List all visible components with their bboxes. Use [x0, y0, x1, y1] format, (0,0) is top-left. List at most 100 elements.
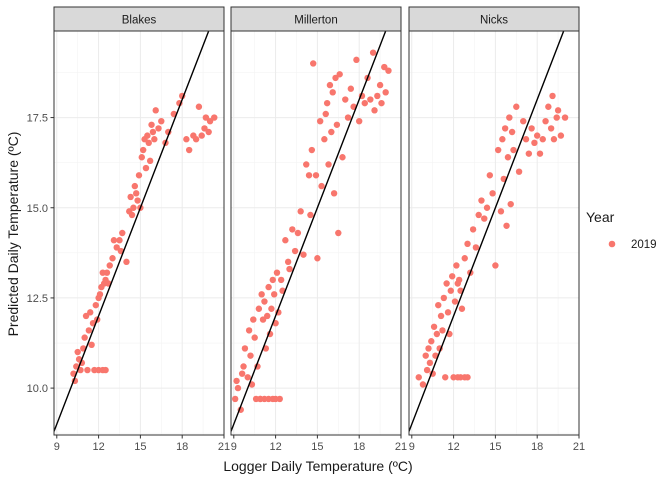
data-point: [250, 316, 257, 323]
data-point: [342, 96, 349, 103]
data-point: [201, 125, 208, 132]
data-point: [286, 265, 293, 273]
data-point: [385, 67, 392, 74]
data-point: [145, 139, 152, 147]
facet-label-millerton: Millerton: [294, 15, 337, 27]
data-point: [430, 323, 438, 330]
facet-blakes: Blakes: [53, 6, 225, 436]
data-point: [148, 121, 155, 128]
x-tick-label: 18: [176, 441, 188, 453]
points-nicks: [415, 92, 569, 388]
reference-line: [231, 31, 387, 432]
x-tick-label: 21: [573, 441, 585, 453]
data-point: [195, 103, 203, 110]
data-point: [382, 89, 389, 96]
facet-nicks: Nicks: [408, 6, 580, 436]
data-point: [442, 374, 449, 381]
data-point: [339, 154, 346, 161]
data-point: [247, 352, 254, 359]
x-tick-label: 12: [92, 441, 104, 453]
data-point: [451, 298, 459, 305]
data-point: [513, 103, 520, 110]
data-point: [314, 255, 321, 262]
x-axis-nicks: 9 12 15 18 21: [409, 435, 585, 453]
data-point: [297, 208, 304, 215]
data-point: [261, 298, 268, 305]
data-point: [259, 316, 267, 323]
data-point: [494, 146, 502, 154]
panel-background: [231, 31, 401, 435]
data-point: [550, 136, 558, 143]
data-point: [326, 81, 334, 89]
y-axis-title: Predicted Daily Temperature (ºC): [5, 132, 21, 337]
y-tick-label: 12.5: [27, 293, 48, 305]
data-point: [92, 301, 100, 309]
data-point: [325, 161, 332, 168]
data-point: [130, 204, 137, 211]
reference-line: [409, 31, 565, 432]
data-point: [151, 136, 158, 143]
x-tick-label: 18: [531, 441, 543, 453]
data-point: [282, 237, 289, 244]
data-point: [255, 305, 263, 312]
data-point: [264, 312, 271, 320]
data-point: [426, 359, 434, 367]
data-point: [270, 291, 278, 298]
data-point: [133, 190, 140, 197]
data-point: [144, 132, 151, 139]
data-point: [378, 99, 385, 107]
data-point: [499, 136, 506, 143]
data-point: [316, 117, 324, 125]
data-point: [415, 374, 422, 381]
data-point: [330, 190, 338, 197]
legend: Year 2019: [586, 209, 657, 251]
x-tick-label: 18: [353, 441, 365, 453]
data-point: [103, 269, 111, 276]
x-tick-label: 9: [409, 441, 415, 453]
facet-label-blakes: Blakes: [122, 15, 157, 27]
data-point: [554, 107, 562, 114]
data-point: [447, 287, 455, 294]
data-point: [269, 276, 277, 284]
data-point: [291, 247, 299, 255]
data-point: [284, 258, 292, 266]
data-point: [206, 117, 214, 125]
data-point: [198, 132, 205, 139]
data-point: [106, 262, 113, 269]
data-point: [464, 240, 471, 248]
data-point: [355, 117, 363, 125]
panel-border: [230, 30, 402, 436]
data-point: [158, 117, 165, 125]
data-point: [353, 56, 360, 64]
data-point: [489, 190, 496, 197]
data-point: [515, 168, 523, 175]
data-point: [231, 395, 239, 403]
data-point: [423, 366, 431, 374]
data-point: [376, 81, 384, 89]
data-point: [481, 215, 488, 222]
data-point: [131, 182, 139, 190]
data-point: [308, 146, 316, 154]
data-point: [533, 132, 541, 139]
legend-title: Year: [586, 209, 615, 225]
data-point: [522, 136, 530, 143]
legend-key-2019: [608, 240, 616, 248]
data-point: [318, 182, 325, 190]
data-point: [464, 374, 471, 381]
data-point: [444, 309, 452, 316]
data-point: [475, 211, 482, 219]
data-point: [367, 96, 374, 103]
data-point: [119, 229, 126, 237]
data-point: [549, 92, 556, 100]
data-point: [433, 330, 441, 338]
data-point: [113, 244, 120, 251]
data-point: [528, 125, 535, 132]
data-point: [192, 136, 200, 143]
data-point: [333, 121, 341, 128]
facet-label-nicks: Nicks: [480, 15, 508, 27]
data-point: [347, 85, 355, 92]
data-point: [152, 107, 159, 114]
data-point: [381, 63, 388, 71]
data-point: [205, 128, 212, 136]
